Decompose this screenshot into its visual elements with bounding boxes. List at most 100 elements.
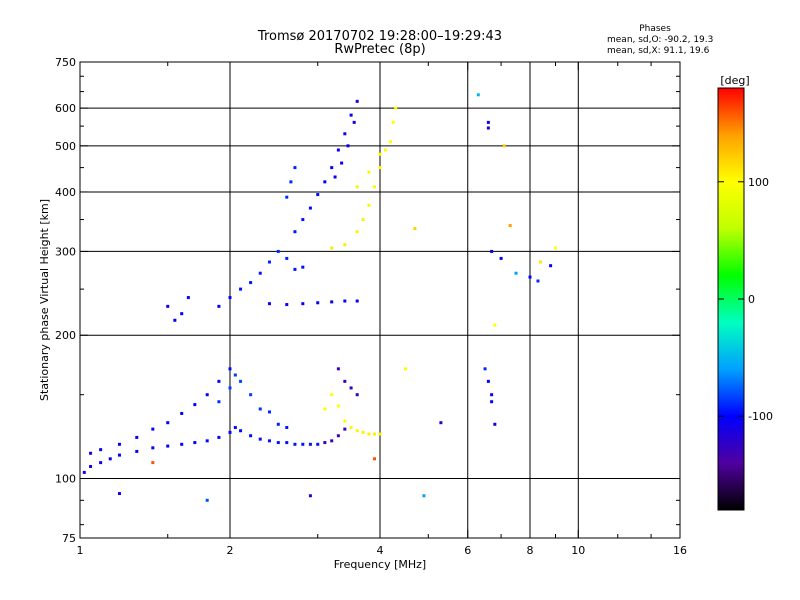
data-point (490, 249, 494, 253)
data-point (483, 367, 487, 371)
data-point (343, 299, 347, 303)
data-point (373, 432, 377, 436)
x-axis-label: Frequency [MHz] (334, 558, 426, 571)
axis-ticks: 1 2 4 6 8 10 16 75 100 200 300 400 500 600 750 (55, 56, 687, 557)
data-point (267, 302, 271, 306)
chart-title: Tromsø 20170702 19:28:00–19:29:43 (257, 29, 502, 44)
data-point (180, 411, 184, 415)
data-point (99, 448, 103, 452)
data-point (285, 425, 289, 429)
data-point (82, 470, 86, 474)
data-point (330, 300, 334, 304)
data-point (166, 421, 170, 425)
data-point (422, 494, 426, 498)
data-point (316, 193, 320, 197)
data-point (330, 439, 334, 443)
data-point (276, 249, 280, 253)
data-point (367, 432, 371, 436)
data-point (308, 494, 312, 498)
data-point (285, 256, 289, 260)
data-point (336, 404, 340, 408)
data-point (180, 312, 184, 316)
data-point (249, 393, 253, 397)
data-point (476, 93, 480, 97)
data-point (486, 379, 490, 383)
data-point (383, 148, 387, 152)
data-point (186, 296, 190, 300)
data-point (99, 461, 103, 465)
data-point (502, 144, 506, 148)
data-point (378, 432, 382, 436)
data-point (217, 304, 221, 308)
colorbar-ticks: 100 0 -100 (718, 176, 773, 423)
data-point (323, 180, 327, 184)
chart-subtitle: RwPretec (8p) (334, 42, 425, 57)
data-point (373, 457, 377, 461)
data-point (536, 279, 540, 283)
grid-lines (80, 62, 680, 538)
x-tick-label: 4 (377, 544, 384, 557)
data-point (499, 256, 503, 260)
y-tick-label: 200 (55, 329, 76, 342)
data-point (217, 400, 221, 404)
data-point (151, 427, 155, 431)
colorbar-label: [deg] (720, 74, 749, 87)
data-point (233, 373, 237, 377)
data-point (276, 441, 280, 445)
data-point (228, 367, 232, 371)
data-point (330, 246, 334, 250)
data-point (249, 434, 253, 438)
data-point (135, 449, 139, 453)
data-point (205, 393, 209, 397)
data-point (391, 120, 395, 124)
data-point (293, 230, 297, 234)
data-point (285, 195, 289, 199)
data-point (301, 442, 305, 446)
data-point (378, 152, 382, 156)
data-point (439, 421, 443, 425)
data-point (233, 425, 237, 429)
data-point (285, 303, 289, 307)
stats-line-o: mean, sd,O: -90.2, 19.3 (607, 35, 713, 45)
data-point (285, 441, 289, 445)
data-point (316, 442, 320, 446)
x-tick-label: 10 (571, 544, 585, 557)
data-point (378, 166, 382, 170)
data-point (308, 206, 312, 210)
data-point (553, 246, 557, 250)
data-point (336, 434, 340, 438)
y-tick-label: 600 (55, 102, 76, 115)
data-point (490, 400, 494, 404)
data-point (89, 464, 93, 468)
data-point (151, 461, 155, 465)
x-tick-label: 8 (527, 544, 534, 557)
data-point (239, 429, 243, 433)
data-point (361, 430, 365, 434)
data-point (403, 367, 407, 371)
data-point (508, 224, 512, 228)
data-point (323, 441, 327, 445)
data-point (367, 170, 371, 174)
data-point (355, 429, 359, 433)
data-point (336, 367, 340, 371)
data-point (193, 403, 197, 407)
data-point (308, 442, 312, 446)
data-point (355, 299, 359, 303)
data-point (135, 435, 139, 439)
data-point (205, 498, 209, 502)
data-point (267, 260, 271, 264)
data-point (343, 132, 347, 136)
data-point (166, 304, 170, 308)
data-point (493, 422, 497, 426)
data-point (108, 457, 112, 461)
data-point (514, 271, 518, 275)
data-point (301, 265, 305, 269)
data-point (493, 323, 497, 327)
data-point (330, 166, 334, 170)
data-point (486, 120, 490, 124)
data-point (117, 492, 121, 496)
data-point (267, 439, 271, 443)
x-tick-label: 6 (464, 544, 471, 557)
data-points (82, 93, 557, 502)
